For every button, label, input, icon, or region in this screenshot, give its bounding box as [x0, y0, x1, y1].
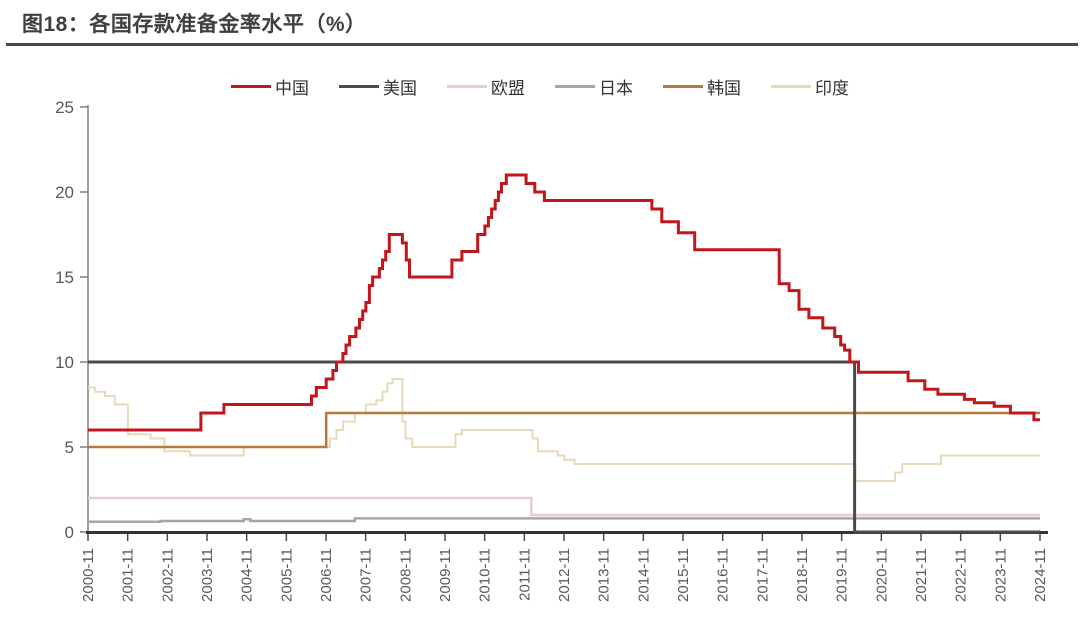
y-axis-label: 25 — [55, 98, 74, 117]
legend-swatch-korea — [663, 85, 703, 88]
x-axis-label: 2000-11 — [80, 548, 97, 602]
x-axis-label: 2002-11 — [159, 548, 176, 602]
x-axis-label: 2017-11 — [754, 548, 771, 602]
x-axis-label: 2007-11 — [358, 548, 375, 602]
legend-label-japan: 日本 — [599, 79, 633, 98]
series-line-korea — [88, 411, 1040, 449]
x-axis-label: 2019-11 — [834, 548, 851, 602]
series-line-india — [88, 378, 1040, 482]
x-axis-label: 2015-11 — [675, 548, 692, 602]
legend-item-korea: 韩国 — [663, 74, 741, 99]
x-axis-label: 2004-11 — [239, 548, 256, 602]
series-line-eu — [88, 496, 1040, 517]
x-axis-label: 2006-11 — [318, 548, 335, 602]
x-axis-label: 2005-11 — [278, 548, 295, 602]
y-axis-label: 10 — [55, 353, 74, 372]
x-axis-label: 2001-11 — [120, 548, 137, 602]
x-axis-label: 2014-11 — [635, 548, 652, 602]
x-axis-label: 2023-11 — [992, 548, 1009, 602]
legend-item-eu: 欧盟 — [447, 74, 525, 99]
y-axis-label: 15 — [55, 268, 74, 287]
legend-swatch-eu — [447, 85, 487, 88]
y-axis-label: 5 — [65, 438, 74, 457]
legend-swatch-us — [339, 85, 379, 88]
x-axis-label: 2012-11 — [556, 548, 573, 602]
legend-item-india: 印度 — [771, 74, 849, 99]
legend-label-india: 印度 — [815, 79, 849, 98]
legend-item-china: 中国 — [231, 74, 309, 99]
y-axis-label: 20 — [55, 183, 74, 202]
x-axis-label: 2008-11 — [397, 548, 414, 602]
x-axis-label: 2013-11 — [596, 548, 613, 602]
legend-item-japan: 日本 — [555, 74, 633, 99]
legend-label-korea: 韩国 — [707, 79, 741, 98]
x-axis-line — [86, 531, 1048, 534]
x-axis-label: 2011-11 — [516, 548, 533, 601]
x-axis-label: 2016-11 — [715, 548, 732, 602]
chart-legend: 中国 美国 欧盟 日本 韩国 印度 — [0, 74, 1080, 99]
y-axis-label: 0 — [65, 523, 74, 542]
x-axis-label: 2003-11 — [199, 548, 216, 602]
x-axis-label: 2009-11 — [437, 548, 454, 602]
legend-swatch-japan — [555, 85, 595, 88]
x-axis-label: 2024-11 — [1032, 548, 1049, 602]
series-line-china — [88, 173, 1040, 432]
figure-title: 图18：各国存款准备金率水平（%） — [22, 13, 367, 36]
x-axis-label: 2018-11 — [794, 548, 811, 602]
title-underline — [6, 43, 1078, 46]
x-axis-label: 2021-11 — [913, 548, 930, 602]
series-line-us — [88, 360, 1040, 534]
legend-item-us: 美国 — [339, 74, 417, 99]
x-axis-label: 2020-11 — [873, 548, 890, 602]
series-line-japan — [88, 517, 1040, 524]
legend-label-us: 美国 — [383, 79, 417, 98]
legend-label-eu: 欧盟 — [491, 79, 525, 98]
legend-swatch-india — [771, 85, 811, 88]
legend-label-china: 中国 — [275, 79, 309, 98]
legend-swatch-china — [231, 85, 271, 88]
x-axis-label: 2022-11 — [953, 548, 970, 602]
x-axis-label: 2010-11 — [477, 548, 494, 602]
